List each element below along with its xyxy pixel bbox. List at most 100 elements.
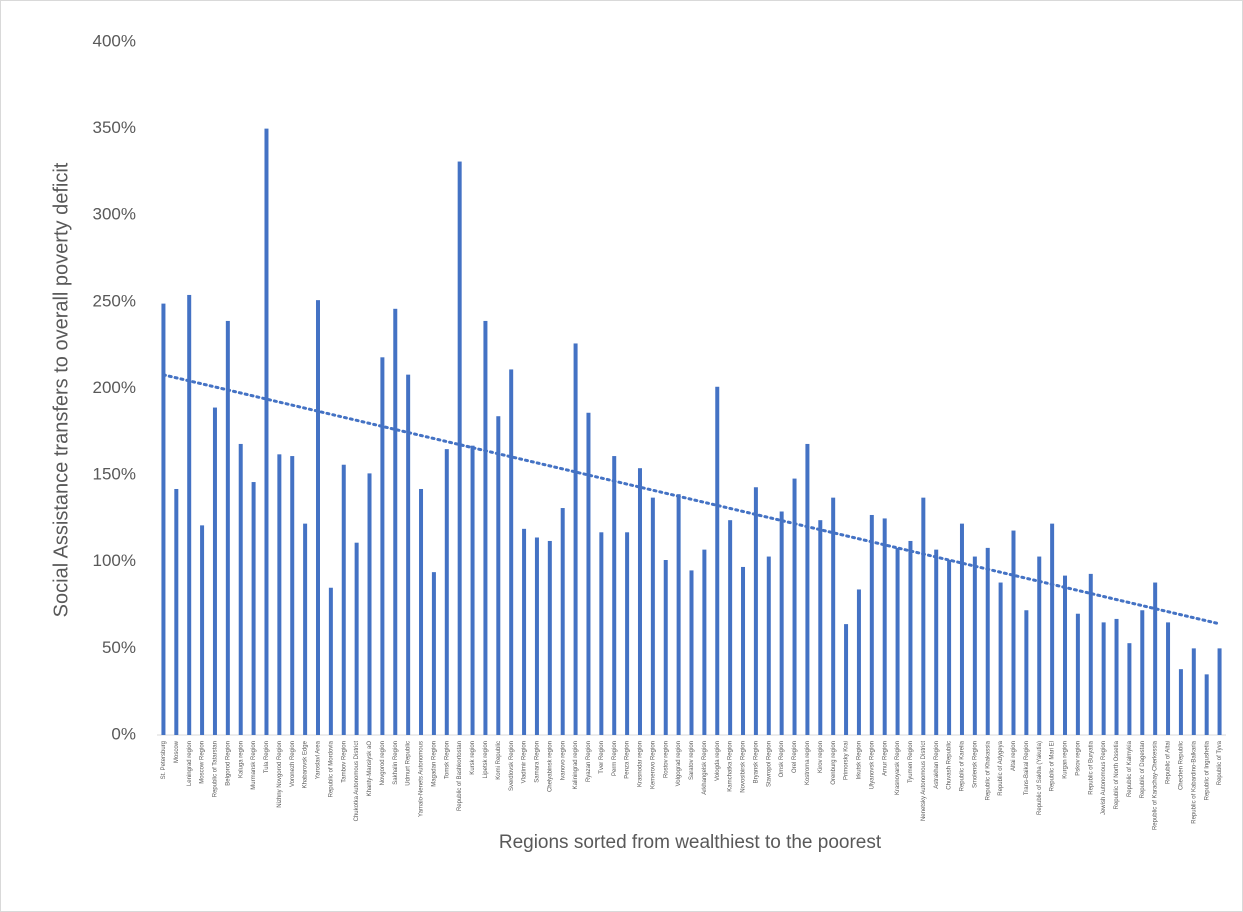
bar [380,357,385,735]
bar [895,547,900,735]
bar [483,320,488,735]
x-tick-label: Sakhalin Region [393,741,399,785]
bar [959,523,964,735]
y-tick-label: 0% [111,724,136,743]
bar [1011,530,1016,735]
x-tick-label: Bryansk Region [753,741,759,783]
x-tick-label: Kirov region [818,741,824,773]
x-tick-label: Tambov Region [341,741,347,783]
x-tick-label: Republic of Adygeya [998,740,1004,795]
bar [715,386,720,735]
x-tick-label: Kemerovo Region [650,741,656,789]
bar [702,549,707,735]
bar [354,542,359,735]
x-tick-label: Republic of Karelia [960,740,966,791]
bar [328,587,333,735]
x-tick-label: Stavropol Region [766,741,772,787]
bar [728,520,733,735]
x-tick-label: Volgograd region [676,741,682,786]
x-tick-label: Republic of Sakha (Yakutia) [1037,741,1043,815]
bar [663,560,668,735]
bar [1050,523,1055,735]
x-tick-label: Voronezh Region [290,741,296,787]
y-tick-label: 250% [93,291,136,310]
bar [1101,622,1106,735]
bar [908,540,913,735]
bar [315,300,320,735]
x-tick-label: Leningrad region [187,741,193,786]
y-tick-label: 300% [93,205,136,224]
bar [522,528,527,735]
x-tick-label: Magadan Region [431,741,437,787]
bar [303,523,308,735]
x-tick-label: Kaluga region [238,741,244,778]
y-tick-label: 100% [93,551,136,570]
bar [869,514,874,735]
bar [431,572,436,735]
x-tick-label: Republic of Kalmykia [1127,740,1133,797]
x-tick-label: Moscow Region [200,741,206,784]
bar [1217,648,1222,735]
bar [934,549,939,735]
bar [1075,613,1080,735]
bar [844,624,849,735]
x-tick-label: Ryazan Region [586,741,592,782]
x-tick-label: Samara Region [535,741,541,783]
x-tick-label: Orel Region [792,741,798,773]
x-tick-label: Republic of Mari El [1050,741,1056,791]
bar [419,488,424,735]
x-tick-label: Moscow [174,740,180,763]
y-axis-title: Social Assistance transfers to overall p… [50,162,72,617]
x-tick-label: Krasnoyarsk Region [895,741,901,795]
x-tick-label: Tomsk Region [444,741,450,779]
bar [238,443,243,735]
x-tick-label: Republic of Tyva [1217,740,1223,785]
bar [831,497,836,735]
bar [225,320,230,735]
bar [753,487,758,735]
x-tick-label: Kaliningrad region [573,741,579,789]
x-tick-label: Khanty-Mansiysk aO [367,741,373,797]
x-tick-label: Republic of Bashkortostan [457,741,463,811]
x-tick-label: Republic of North Ossetia [1114,740,1120,809]
bar [367,473,372,735]
x-tick-label: Kursk region [470,741,476,775]
bar [341,464,346,735]
bar [161,303,166,735]
bar [200,525,205,735]
bar [998,582,1003,735]
bar [689,570,694,735]
y-tick-label: 350% [93,118,136,137]
x-tick-label: Orenburg region [831,741,837,785]
bar [406,374,411,735]
bar [470,445,475,735]
x-tick-label: Astrakhan Region [934,741,940,789]
bar [457,161,462,736]
x-tick-label: Amur Region [882,741,888,776]
bar [805,443,810,735]
bar [251,482,256,735]
x-tick-label: Komi Republic [496,741,502,780]
x-tick-label: Lipetsk region [483,741,489,778]
x-tick-label: Irkutsk Region [857,741,863,779]
bar [1024,610,1029,735]
bar [1114,618,1119,735]
bar [766,556,771,735]
x-tick-label: Republic of Tatarstan [213,741,219,797]
x-tick-label: Arkhangelsk Region [702,741,708,795]
bar [947,560,952,735]
x-tick-label: Penza Region [625,741,631,779]
bar [1127,643,1132,735]
x-tick-label: Kostroma region [805,741,811,785]
x-tick-label: Murmansk Region [251,741,257,790]
bar [444,449,449,735]
x-tick-label: Nizhny Novgorod Region [277,741,283,808]
x-tick-label: Kurgan region [1063,741,1069,779]
x-tick-label: Republic of Mordovia [328,740,334,797]
x-tick-label: Republic of Buryatia [1088,740,1094,794]
x-tick-label: Novosibirsk Region [741,741,747,793]
x-tick-label: Khabarovsk Edge [303,740,309,788]
bar [1037,556,1042,735]
x-tick-label: Tula Region [264,741,270,773]
